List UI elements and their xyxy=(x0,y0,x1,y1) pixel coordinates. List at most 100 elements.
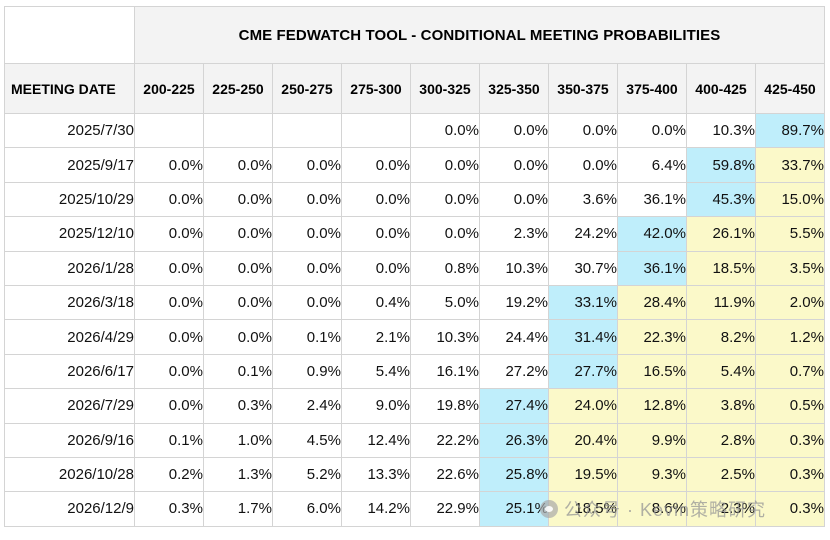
probability-cell: 14.2% xyxy=(341,491,411,527)
probability-cell: 15.0% xyxy=(755,181,825,218)
probability-cell: 0.0% xyxy=(341,216,411,252)
probability-cell: 0.0% xyxy=(617,112,687,149)
probability-cell: 3.5% xyxy=(755,250,825,286)
probability-cell: 2.0% xyxy=(755,284,825,321)
probability-cell: 9.3% xyxy=(617,456,687,493)
probability-cell: 8.6% xyxy=(617,491,687,527)
probability-cell: 5.5% xyxy=(755,216,825,252)
probability-cell: 0.0% xyxy=(341,147,411,183)
probability-cell: 0.2% xyxy=(134,456,204,493)
column-header-row: MEETING DATE 200-225 225-250 250-275 275-30… xyxy=(4,63,825,114)
probability-cell: 0.0% xyxy=(410,181,480,218)
probability-cell: 2.3% xyxy=(686,491,756,527)
probability-cell: 0.4% xyxy=(341,284,411,321)
probability-cell: 36.1% xyxy=(617,250,687,286)
probability-cell: 10.3% xyxy=(410,319,480,355)
meeting-date-cell: 2025/12/10 xyxy=(4,216,135,252)
probability-cell: 0.0% xyxy=(479,147,549,183)
table-row: 2026/3/18 0.0% 0.0% 0.0% 0.4% 5.0% 19.2% 33.1% 2… xyxy=(4,284,825,321)
probability-cell: 0.0% xyxy=(203,216,273,252)
probability-cell: 0.0% xyxy=(203,250,273,286)
probability-cell: 4.5% xyxy=(272,422,342,458)
probability-cell: 19.8% xyxy=(410,388,480,424)
fedwatch-table: CME FEDWATCH TOOL - CONDITIONAL MEETING … xyxy=(4,6,825,527)
rate-range-header: 200-225 xyxy=(134,63,204,114)
probability-cell: 24.0% xyxy=(548,388,618,424)
probability-cell: 27.2% xyxy=(479,353,549,390)
probability-cell: 13.3% xyxy=(341,456,411,493)
probability-cell: 1.2% xyxy=(755,319,825,355)
table-corner xyxy=(4,6,135,64)
probability-cell: 8.2% xyxy=(686,319,756,355)
probability-cell: 0.0% xyxy=(134,353,204,390)
probability-cell: 31.4% xyxy=(548,319,618,355)
meeting-date-cell: 2025/10/29 xyxy=(4,181,135,218)
probability-cell: 0.0% xyxy=(134,216,204,252)
probability-cell: 9.0% xyxy=(341,388,411,424)
probability-cell: 0.0% xyxy=(410,112,480,149)
probability-cell: 18.5% xyxy=(548,491,618,527)
probability-cell: 26.1% xyxy=(686,216,756,252)
table-body: 2025/7/30 0.0% 0.0% 0.0% 0.0% 10.3% 89.7% 2025/… xyxy=(4,112,825,527)
table-row: 2026/1/28 0.0% 0.0% 0.0% 0.0% 0.8% 10.3% 30.7% 3… xyxy=(4,250,825,286)
probability-cell: 16.1% xyxy=(410,353,480,390)
probability-cell: 0.0% xyxy=(134,388,204,424)
probability-cell: 0.0% xyxy=(134,147,204,183)
rate-range-header: 225-250 xyxy=(203,63,273,114)
probability-cell: 0.9% xyxy=(272,353,342,390)
probability-cell: 16.5% xyxy=(617,353,687,390)
rate-range-header: 325-350 xyxy=(479,63,549,114)
table-row: 2026/12/9 0.3% 1.7% 6.0% 14.2% 22.9% 25.1% 18.5… xyxy=(4,491,825,527)
probability-cell: 0.5% xyxy=(755,388,825,424)
probability-cell: 0.0% xyxy=(548,112,618,149)
table-row: 2025/12/10 0.0% 0.0% 0.0% 0.0% 0.0% 2.3% 24.2% 4… xyxy=(4,216,825,252)
probability-cell: 24.2% xyxy=(548,216,618,252)
probability-cell: 0.0% xyxy=(203,319,273,355)
probability-cell: 22.3% xyxy=(617,319,687,355)
probability-cell: 0.0% xyxy=(272,216,342,252)
meeting-date-cell: 2025/7/30 xyxy=(4,112,135,149)
meeting-date-cell: 2026/3/18 xyxy=(4,284,135,321)
rate-range-header: 250-275 xyxy=(272,63,342,114)
probability-cell: 30.7% xyxy=(548,250,618,286)
probability-cell: 0.0% xyxy=(134,250,204,286)
probability-cell: 25.8% xyxy=(479,456,549,493)
rate-range-header: 400-425 xyxy=(686,63,756,114)
probability-cell: 27.4% xyxy=(479,388,549,424)
meeting-date-cell: 2026/1/28 xyxy=(4,250,135,286)
probability-cell: 0.0% xyxy=(272,284,342,321)
probability-cell: 0.0% xyxy=(272,250,342,286)
probability-cell: 36.1% xyxy=(617,181,687,218)
probability-cell: 6.0% xyxy=(272,491,342,527)
probability-cell: 0.0% xyxy=(203,147,273,183)
probability-cell: 9.9% xyxy=(617,422,687,458)
probability-cell: 0.0% xyxy=(203,181,273,218)
probability-cell: 33.1% xyxy=(548,284,618,321)
probability-cell xyxy=(203,112,273,149)
table-row: 2025/7/30 0.0% 0.0% 0.0% 0.0% 10.3% 89.7% xyxy=(4,112,825,149)
probability-cell: 5.4% xyxy=(686,353,756,390)
probability-cell: 42.0% xyxy=(617,216,687,252)
probability-cell: 2.3% xyxy=(479,216,549,252)
table-row: 2026/10/28 0.2% 1.3% 5.2% 13.3% 22.6% 25.8% 19.… xyxy=(4,456,825,493)
probability-cell: 2.1% xyxy=(341,319,411,355)
probability-cell: 22.2% xyxy=(410,422,480,458)
probability-cell: 0.3% xyxy=(755,422,825,458)
probability-cell: 1.3% xyxy=(203,456,273,493)
meeting-date-cell: 2026/4/29 xyxy=(4,319,135,355)
probability-cell: 0.0% xyxy=(341,250,411,286)
rate-range-header: 350-375 xyxy=(548,63,618,114)
probability-cell: 22.6% xyxy=(410,456,480,493)
watermark-text: 公众号 · Kevin策略研究 xyxy=(564,500,767,520)
probability-cell xyxy=(272,112,342,149)
probability-cell: 12.4% xyxy=(341,422,411,458)
probability-cell: 3.6% xyxy=(548,181,618,218)
table-title: CME FEDWATCH TOOL - CONDITIONAL MEETING … xyxy=(134,6,825,64)
probability-cell: 19.2% xyxy=(479,284,549,321)
probability-cell: 0.0% xyxy=(272,181,342,218)
probability-cell: 0.1% xyxy=(203,353,273,390)
probability-cell: 45.3% xyxy=(686,181,756,218)
table-row: 2026/9/16 0.1% 1.0% 4.5% 12.4% 22.2% 26.3% 20.4… xyxy=(4,422,825,458)
probability-cell: 6.4% xyxy=(617,147,687,183)
probability-cell: 59.8% xyxy=(686,147,756,183)
